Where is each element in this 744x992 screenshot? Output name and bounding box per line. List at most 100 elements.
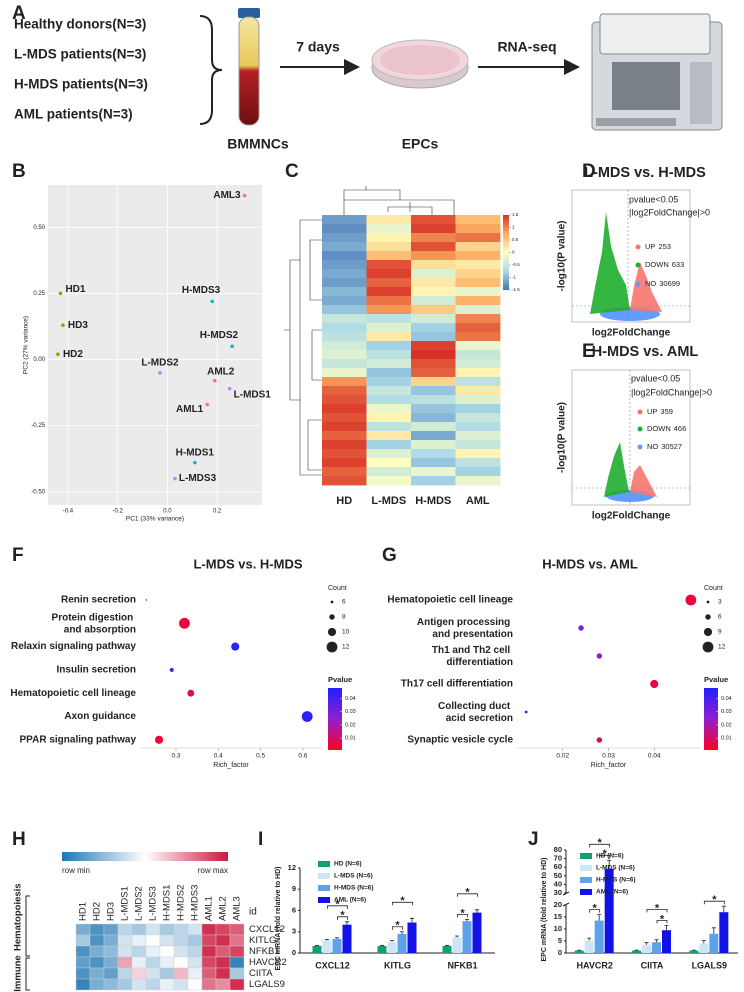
bar	[407, 922, 417, 953]
legend-name: NO	[645, 279, 656, 288]
heatmap-cell	[455, 278, 501, 288]
legend-swatch	[580, 877, 592, 883]
heatmap-cell	[455, 332, 501, 342]
heatmap-cell	[215, 923, 231, 936]
significance-bracket	[327, 905, 348, 909]
significance-label: *	[400, 895, 405, 907]
error-bar	[410, 917, 414, 923]
bar	[472, 912, 482, 953]
heatmap-cell	[366, 422, 412, 432]
colorbar	[62, 852, 228, 861]
heatmap-cell	[411, 314, 456, 324]
y-tick-label: 40	[554, 879, 562, 888]
x-tick-label: 0.03	[602, 753, 615, 760]
heatmap-cell	[455, 269, 501, 279]
heatmap-cell	[455, 476, 501, 486]
heatmap-cell	[322, 377, 367, 387]
heatmap-cell	[455, 422, 501, 432]
heatmap-cell	[322, 413, 367, 423]
point	[58, 291, 63, 296]
colorbar-label: 0.04	[721, 696, 732, 702]
heatmap-cell	[455, 260, 501, 270]
y-tick-label: 3	[292, 927, 296, 936]
legend-swatch	[318, 897, 330, 903]
heatmap-cell	[366, 296, 412, 306]
category-label: Axon guidance	[64, 711, 136, 722]
legend-label: NO 30527	[647, 442, 682, 451]
legend-count: 466	[674, 424, 687, 433]
legend-label: 10	[342, 629, 350, 636]
heatmap-cell	[131, 923, 147, 936]
column-label: H-MDS3	[190, 885, 201, 921]
point-label: HD2	[63, 349, 83, 360]
colorbar-label: 0.02	[721, 722, 732, 728]
x-tick-label: 0.4	[214, 753, 223, 760]
x-tick-label: NFKB1	[447, 960, 477, 970]
legend-label: DOWN 466	[647, 424, 686, 433]
heatmap-cell	[411, 224, 456, 234]
label-line: and presentation	[432, 629, 513, 640]
y-axis-label: PC2 (27% variance)	[23, 316, 30, 374]
y-axis-label: EPC mRNA (fold relative to HD)	[275, 867, 282, 971]
significance-bracket	[589, 909, 601, 913]
bar	[397, 933, 407, 953]
chart-title: H-MDS vs. AML	[542, 556, 638, 571]
heatmap-cell	[411, 269, 456, 279]
heatmap-cell	[322, 242, 367, 252]
legend-size	[702, 641, 714, 653]
y-tick-label: 0	[558, 948, 562, 957]
label-line: Th1 and Th2 cell	[432, 645, 513, 656]
heatmap-cell	[455, 413, 501, 423]
heatmap-cell	[455, 350, 501, 360]
x-tick-label: 0.02	[556, 753, 569, 760]
heatmap-cell	[229, 978, 245, 991]
legend-label: AML (N=6)	[596, 889, 628, 896]
heatmap-cell	[187, 978, 203, 991]
x-tick-label: LGALS9	[692, 960, 728, 970]
colorbar	[328, 688, 342, 750]
legend-title: Pvalue	[328, 675, 352, 684]
legend-label: UP 253	[645, 242, 671, 251]
point-cloud	[604, 442, 629, 497]
heatmap-cell	[103, 978, 119, 991]
point-label: L-MDS1	[234, 389, 272, 400]
panel-label: F	[12, 545, 24, 566]
heatmap-cell	[131, 967, 147, 980]
dot	[179, 617, 190, 629]
tube	[238, 16, 260, 126]
bar	[584, 940, 594, 953]
heatmap-cell	[411, 233, 456, 243]
point-label: HD3	[68, 320, 88, 331]
y-tick-label: 12	[288, 863, 296, 872]
legend-title: Count	[328, 585, 347, 592]
group-label: Healthy donors(N=3)	[14, 17, 146, 32]
bar	[312, 945, 322, 953]
y-tick-label: 0.00	[33, 357, 45, 363]
x-axis-label: Rich_factor	[591, 762, 627, 769]
column-label: H-MDS1	[162, 885, 173, 921]
point-label: AML3	[213, 190, 241, 201]
point	[193, 460, 197, 465]
heatmap-cell	[455, 458, 501, 468]
heatmap-cell	[201, 967, 217, 980]
bar	[594, 920, 604, 953]
legend-label: UP 359	[647, 407, 673, 416]
heatmap-cell	[75, 945, 91, 958]
error-bar	[664, 925, 669, 931]
heatmap-cell	[159, 967, 175, 980]
heatmap-cell	[173, 956, 189, 969]
heatmap-cell	[455, 233, 501, 243]
dot	[187, 689, 195, 697]
bracket	[25, 895, 30, 991]
y-tick-label: 15	[554, 912, 562, 921]
heatmap-cell	[117, 923, 133, 936]
category-label: Synaptic vesicle cycle	[407, 735, 513, 746]
category-label: Protein digestion and absorption	[52, 612, 136, 635]
heatmap-cell	[455, 341, 501, 351]
error-bar	[400, 931, 404, 934]
point-cloud	[630, 262, 662, 312]
error-bar	[325, 939, 329, 941]
error-bar	[465, 918, 469, 922]
point	[212, 378, 217, 383]
